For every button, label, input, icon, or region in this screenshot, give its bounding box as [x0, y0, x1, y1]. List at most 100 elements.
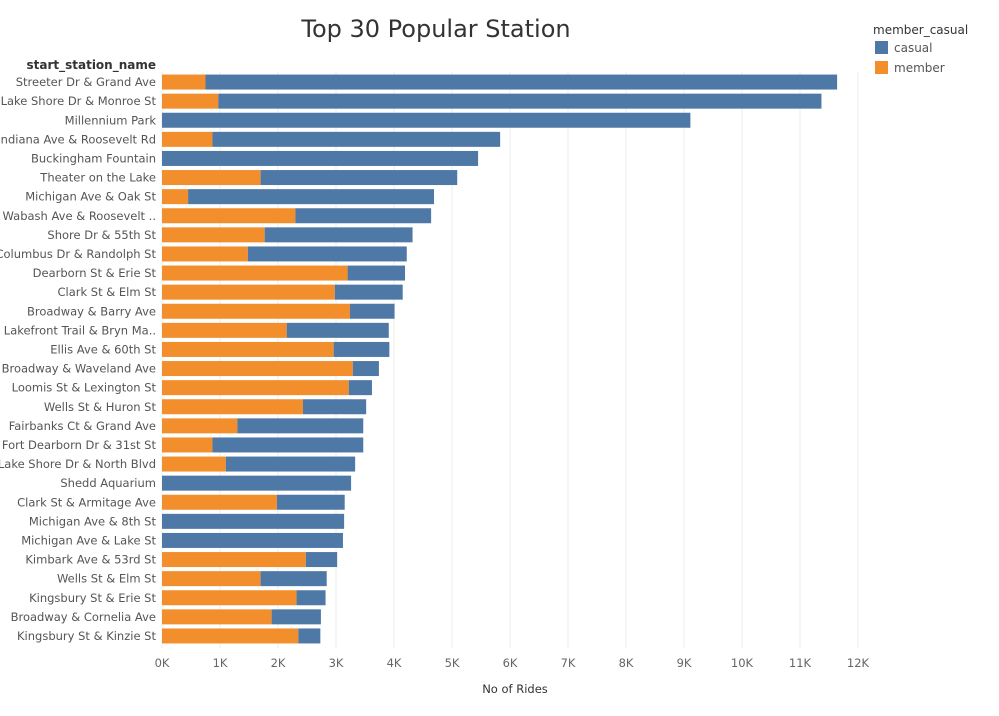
bar-member[interactable] [162, 170, 261, 186]
bar-member[interactable] [162, 399, 303, 415]
legend-swatch-casual [875, 41, 888, 54]
category-label: Kimbark Ave & 53rd St [25, 553, 156, 567]
legend[interactable]: member_casual casual member [873, 23, 968, 75]
bar-casual[interactable] [352, 361, 379, 377]
x-tick-label: 9K [677, 656, 692, 670]
category-label: Fairbanks Ct & Grand Ave [9, 419, 156, 433]
legend-swatch-member [875, 61, 888, 74]
x-tick-label: 8K [619, 656, 634, 670]
bar-casual[interactable] [162, 150, 479, 166]
x-tick-label: 3K [329, 656, 344, 670]
bar-casual[interactable] [348, 380, 372, 396]
category-label: Kingsbury St & Erie St [29, 591, 156, 605]
bar-member[interactable] [162, 322, 287, 338]
x-tick-label: 12K [847, 656, 870, 670]
bar-casual[interactable] [237, 418, 364, 434]
category-label: Lake Shore Dr & Monroe St [1, 94, 157, 108]
bar-casual[interactable] [276, 494, 345, 510]
bar-member[interactable] [162, 456, 226, 472]
bar-casual[interactable] [305, 552, 338, 568]
bar-member[interactable] [162, 552, 306, 568]
bar-member[interactable] [162, 265, 348, 281]
x-tick-label: 7K [561, 656, 576, 670]
category-label: Clark St & Elm St [57, 285, 156, 299]
category-label: Columbus Dr & Randolph St [0, 247, 156, 261]
bar-casual[interactable] [212, 131, 501, 147]
bar-member[interactable] [162, 494, 277, 510]
bar-member[interactable] [162, 284, 335, 300]
bar-casual[interactable] [271, 609, 321, 625]
bar-member[interactable] [162, 418, 238, 434]
bar-member[interactable] [162, 341, 334, 357]
bar-member[interactable] [162, 74, 206, 90]
x-tick-label: 2K [271, 656, 286, 670]
bar-casual[interactable] [218, 93, 822, 109]
bars [162, 74, 838, 644]
legend-label-member: member [894, 61, 945, 75]
bar-casual[interactable] [212, 437, 364, 453]
bar-casual[interactable] [347, 265, 406, 281]
category-label: Kingsbury St & Kinzie St [17, 629, 156, 643]
category-label: Ellis Ave & 60th St [50, 342, 156, 356]
legend-label-casual: casual [894, 41, 933, 55]
bar-casual[interactable] [333, 341, 390, 357]
category-label: Buckingham Fountain [31, 151, 156, 165]
bar-casual[interactable] [298, 628, 321, 644]
bar-casual[interactable] [302, 399, 367, 415]
gridlines [161, 72, 859, 648]
bar-casual[interactable] [264, 227, 413, 243]
bar-casual[interactable] [295, 208, 432, 224]
bar-casual[interactable] [260, 170, 458, 186]
legend-items: casual member [875, 41, 945, 75]
bar-casual[interactable] [205, 74, 838, 90]
category-label: Lakefront Trail & Bryn Ma.. [4, 323, 156, 337]
bar-member[interactable] [162, 246, 248, 262]
bar-casual[interactable] [162, 532, 343, 548]
bar-casual[interactable] [334, 284, 403, 300]
bar-member[interactable] [162, 189, 189, 205]
legend-title: member_casual [873, 23, 968, 37]
bar-member[interactable] [162, 380, 349, 396]
bar-casual[interactable] [286, 322, 389, 338]
x-tick-label: 0K [155, 656, 170, 670]
category-label: Indiana Ave & Roosevelt Rd [0, 132, 156, 146]
bar-casual[interactable] [260, 571, 327, 587]
x-tick-label: 1K [213, 656, 228, 670]
bar-casual[interactable] [296, 590, 326, 606]
category-label: Broadway & Waveland Ave [2, 362, 156, 376]
bar-member[interactable] [162, 227, 265, 243]
category-labels: Streeter Dr & Grand Ave Lake Shore Dr & M… [0, 75, 156, 643]
bar-member[interactable] [162, 609, 272, 625]
bar-member[interactable] [162, 303, 350, 319]
bar-member[interactable] [162, 131, 213, 147]
bar-member[interactable] [162, 437, 213, 453]
bar-member[interactable] [162, 208, 296, 224]
bar-casual[interactable] [225, 456, 356, 472]
category-label: Loomis St & Lexington St [12, 381, 157, 395]
bar-casual[interactable] [188, 189, 435, 205]
row-header: start_station_name [26, 58, 156, 73]
bar-casual[interactable] [162, 513, 345, 529]
category-label: Theater on the Lake [39, 171, 156, 185]
bar-casual[interactable] [349, 303, 395, 319]
bar-casual[interactable] [247, 246, 407, 262]
category-label: Lake Shore Dr & North Blvd [0, 457, 156, 471]
bar-member[interactable] [162, 590, 297, 606]
x-tick-label: 11K [789, 656, 812, 670]
x-axis-title: No of Rides [482, 682, 548, 696]
x-tick-label: 6K [503, 656, 518, 670]
chart-title: Top 30 Popular Station [300, 15, 570, 43]
category-label: Millennium Park [65, 113, 157, 127]
category-label: Clark St & Armitage Ave [17, 495, 156, 509]
category-label: Wells St & Huron St [44, 400, 157, 414]
category-label: Wabash Ave & Roosevelt .. [3, 209, 156, 223]
x-tick-label: 4K [387, 656, 402, 670]
bar-member[interactable] [162, 571, 261, 587]
bar-member[interactable] [162, 361, 353, 377]
category-label: Shore Dr & 55th St [47, 228, 156, 242]
bar-member[interactable] [162, 93, 219, 109]
bar-casual[interactable] [162, 475, 352, 491]
bar-member[interactable] [162, 628, 299, 644]
bar-casual[interactable] [162, 112, 691, 128]
category-label: Broadway & Barry Ave [27, 304, 156, 318]
